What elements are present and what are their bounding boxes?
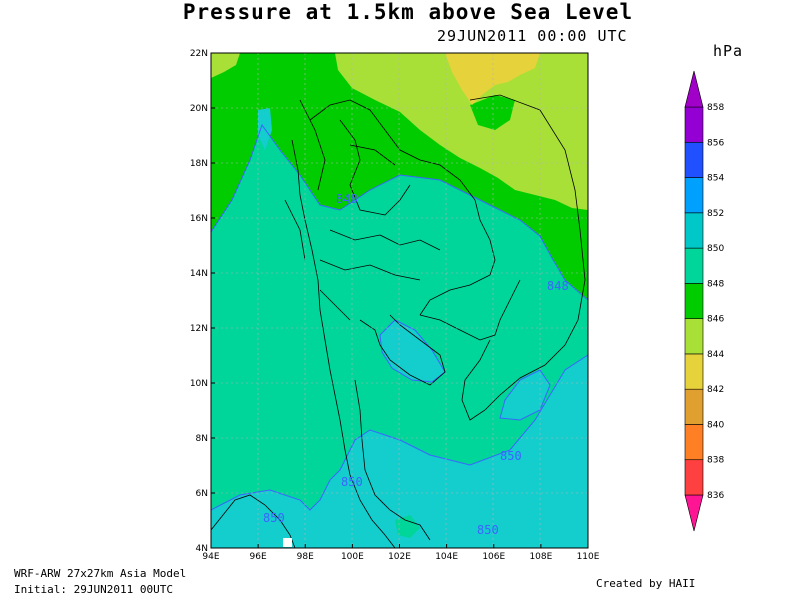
contour-850-gulf-line xyxy=(379,319,446,383)
colorbar-tip-low xyxy=(684,494,704,532)
colorbar-cell xyxy=(684,247,704,284)
lat-label: 20N xyxy=(190,104,208,114)
vietnam-coast xyxy=(461,94,586,421)
peninsula-east xyxy=(354,379,431,541)
cambodia-border xyxy=(419,279,521,341)
colorbar-label: 856 xyxy=(707,138,724,148)
model-label: WRF-ARW 27x27km Asia Model xyxy=(14,567,187,580)
colorbar-label: 842 xyxy=(707,385,724,395)
lat-label: 18N xyxy=(190,159,208,169)
band-852-south xyxy=(211,355,588,548)
band-846-nw xyxy=(211,53,240,78)
colorbar-label: 844 xyxy=(707,350,724,360)
colorbar-label: 846 xyxy=(707,315,724,325)
lon-label: 100E xyxy=(341,552,364,562)
contour-850-east-line xyxy=(499,369,551,421)
sumatra-coast xyxy=(210,494,296,549)
lon-label: 102E xyxy=(388,552,411,562)
lon-label: 108E xyxy=(529,552,552,562)
initial-label: Initial: 29JUN2011 00UTC xyxy=(14,583,173,596)
contour-label-848-b: 848 xyxy=(547,279,569,293)
chart-title: Pressure at 1.5km above Sea Level xyxy=(182,0,634,24)
colorbar-cell xyxy=(684,283,704,319)
lon-label: 96E xyxy=(250,552,267,562)
colorbar-label: 848 xyxy=(707,279,724,289)
contour-label-850-b: 850 xyxy=(477,523,499,537)
colorbar-label: 840 xyxy=(707,420,724,430)
colorbar-cell xyxy=(684,424,704,461)
myanmar-provinces xyxy=(284,99,351,321)
band-846 xyxy=(335,53,588,210)
colorbar-cell xyxy=(684,353,704,390)
colorbar-cell xyxy=(684,106,704,143)
colorbar-label: 854 xyxy=(707,174,724,184)
colorbar-cell xyxy=(684,318,704,355)
lon-label: 94E xyxy=(202,552,219,562)
lon-label: 110E xyxy=(577,552,600,562)
colorbar-labels: 836 838 840 842 844 846 848 850 852 854 856 858 xyxy=(707,103,724,501)
colorbar-tip-high xyxy=(684,70,704,108)
band-848-inner xyxy=(470,95,515,130)
lat-label: 12N xyxy=(190,324,208,334)
lon-label: 106E xyxy=(482,552,505,562)
contour-label-848-a: 848 xyxy=(336,192,358,206)
band-850-pocket xyxy=(395,515,420,538)
lat-label: 8N xyxy=(196,434,208,444)
contour-label-850-c: 850 xyxy=(263,511,285,525)
colorbar-cell xyxy=(684,459,704,496)
contour-label-850-d: 850 xyxy=(341,475,363,489)
colorbar-cell xyxy=(684,177,704,214)
valid-time: 29JUN2011 00:00 UTC xyxy=(437,27,628,45)
gulf-coast xyxy=(359,314,446,386)
lat-label: 4N xyxy=(196,544,208,554)
lat-label: 10N xyxy=(190,379,208,389)
contour-848-line xyxy=(210,123,589,301)
contour-label-850-a: 850 xyxy=(500,449,522,463)
band-852-gulf xyxy=(380,320,445,382)
colorbar-cell xyxy=(684,388,704,425)
colorbar-cell xyxy=(684,141,704,178)
lon-label: 104E xyxy=(435,552,458,562)
boundaries xyxy=(210,94,586,549)
colorbar-label: 858 xyxy=(707,103,724,113)
lat-label: 22N xyxy=(190,49,208,59)
contour-labels: 848 848 850 850 850 850 xyxy=(263,192,569,537)
colorbar-cells xyxy=(684,70,704,532)
axis-labels: 4N 6N 8N 10N 12N 14N 16N 18N 20N 22N 94E 96E 98E 100E… xyxy=(190,49,600,562)
contour-lines xyxy=(210,123,589,511)
lat-label: 6N xyxy=(196,489,208,499)
band-852-east xyxy=(500,370,550,420)
band-850-ne-island xyxy=(494,230,506,242)
lat-label: 16N xyxy=(190,214,208,224)
colorbar-label: 836 xyxy=(707,491,724,501)
thai-border-north xyxy=(309,99,496,316)
laos-provinces xyxy=(319,119,441,281)
contour-850-south-line xyxy=(210,354,589,511)
lat-label: 14N xyxy=(190,269,208,279)
colorbar-label: 850 xyxy=(707,244,724,254)
colorbar-label: 838 xyxy=(707,456,724,466)
colorbar-label: 852 xyxy=(707,209,724,219)
units-label: hPa xyxy=(713,42,744,60)
coastline-west xyxy=(291,139,396,549)
band-844 xyxy=(445,53,540,105)
map-marker-box xyxy=(283,538,292,547)
credit-label: Created by HAII xyxy=(596,577,696,590)
lon-label: 98E xyxy=(297,552,314,562)
colorbar-cell xyxy=(684,212,704,249)
